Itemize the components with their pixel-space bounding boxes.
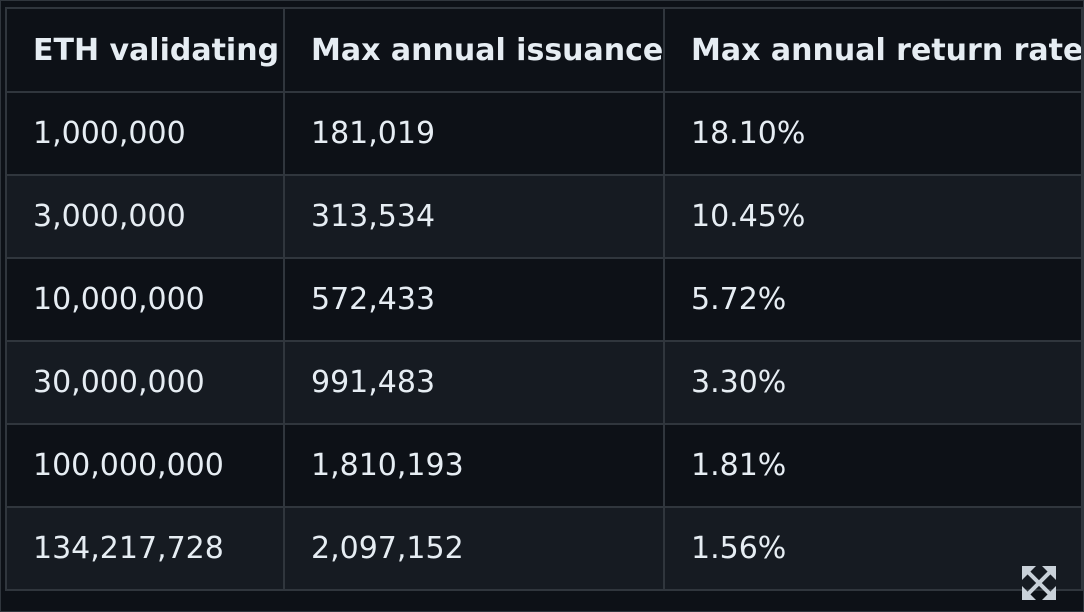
- cell-max-annual-return-rate: 10.45%: [663, 174, 1083, 259]
- table-row: 30,000,000 991,483 3.30%: [5, 340, 1083, 425]
- cell-max-annual-return-rate: 18.10%: [663, 91, 1083, 176]
- cell-max-annual-return-rate: 3.30%: [663, 340, 1083, 425]
- cell-max-annual-issuance: 2,097,152: [283, 506, 665, 591]
- table-row: 10,000,000 572,433 5.72%: [5, 257, 1083, 342]
- header-max-annual-issuance: Max annual issuance: [283, 7, 665, 93]
- issuance-table: ETH validating Max annual issuance Max a…: [5, 7, 1083, 591]
- cell-max-annual-issuance: 313,534: [283, 174, 665, 259]
- table-row: 1,000,000 181,019 18.10%: [5, 91, 1083, 176]
- expand-arrows-icon-graphic: [1022, 566, 1056, 600]
- cell-eth-validating: 1,000,000: [5, 91, 285, 176]
- cell-max-annual-return-rate: 1.56%: [663, 506, 1083, 591]
- cell-eth-validating: 30,000,000: [5, 340, 285, 425]
- cell-max-annual-issuance: 572,433: [283, 257, 665, 342]
- header-eth-validating: ETH validating: [5, 7, 285, 93]
- header-max-annual-return-rate: Max annual return rate: [663, 7, 1083, 93]
- table-row: 100,000,000 1,810,193 1.81%: [5, 423, 1083, 508]
- header-row: ETH validating Max annual issuance Max a…: [5, 7, 1083, 93]
- expand-arrows-icon[interactable]: [1019, 563, 1059, 603]
- cell-eth-validating: 100,000,000: [5, 423, 285, 508]
- cell-max-annual-issuance: 181,019: [283, 91, 665, 176]
- cell-max-annual-return-rate: 5.72%: [663, 257, 1083, 342]
- cell-eth-validating: 10,000,000: [5, 257, 285, 342]
- cell-max-annual-issuance: 991,483: [283, 340, 665, 425]
- cell-eth-validating: 134,217,728: [5, 506, 285, 591]
- table-row: 134,217,728 2,097,152 1.56%: [5, 506, 1083, 591]
- table-row: 3,000,000 313,534 10.45%: [5, 174, 1083, 259]
- cell-max-annual-issuance: 1,810,193: [283, 423, 665, 508]
- cell-max-annual-return-rate: 1.81%: [663, 423, 1083, 508]
- cell-eth-validating: 3,000,000: [5, 174, 285, 259]
